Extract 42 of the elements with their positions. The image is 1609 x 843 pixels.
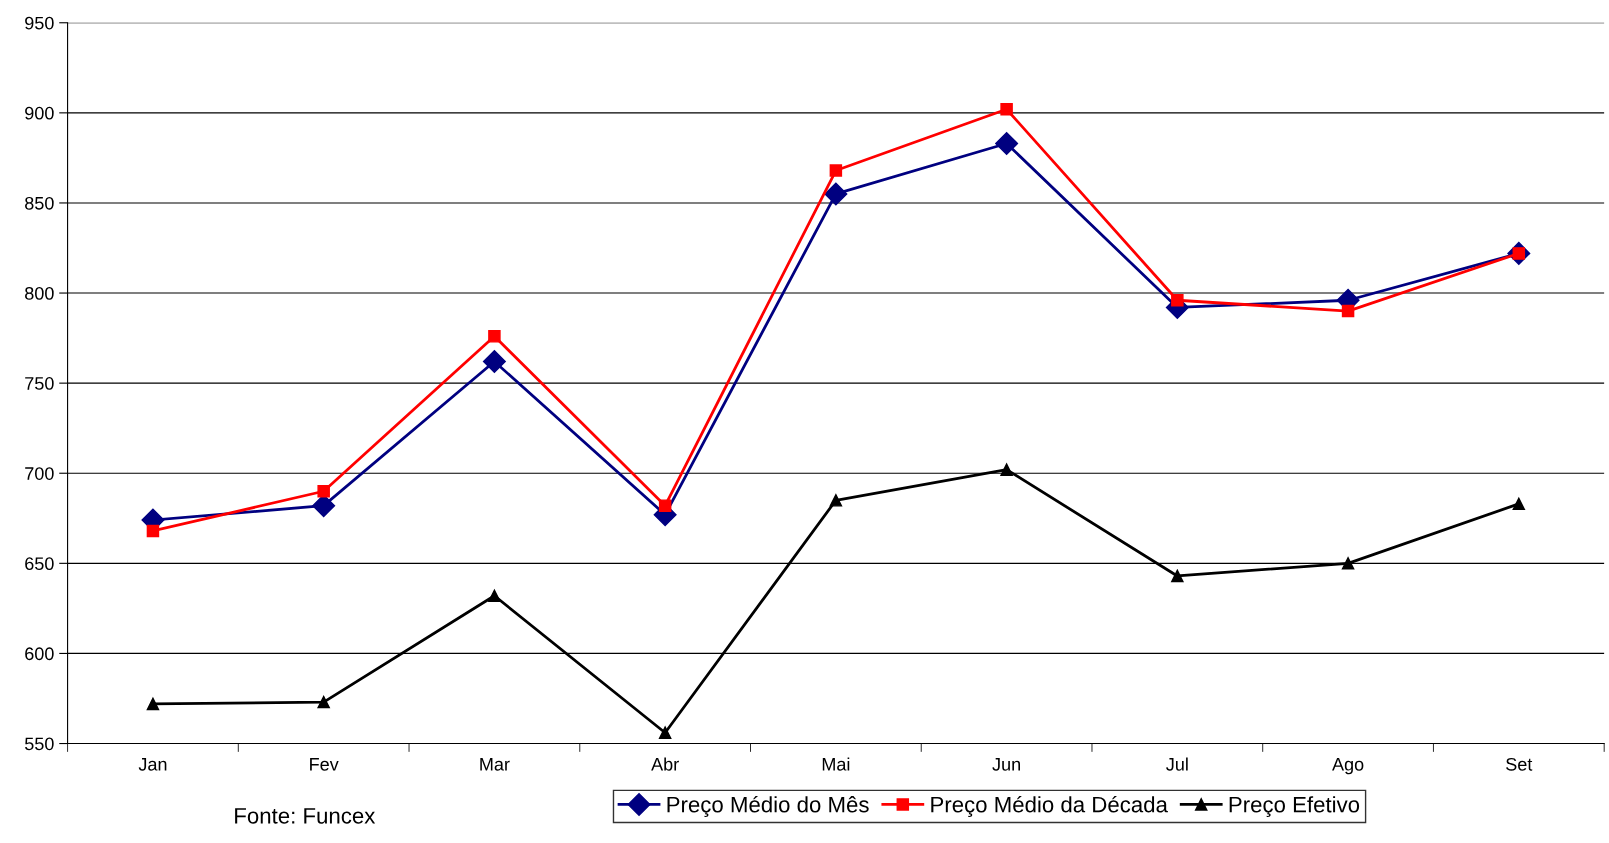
point	[488, 330, 501, 343]
source-note: Fonte: Funcex	[235, 808, 376, 824]
y-tick-label: 600	[25, 647, 54, 661]
point	[1171, 294, 1184, 307]
x-tick-label: Ago	[1332, 758, 1364, 775]
y-tick-label: 900	[25, 106, 54, 120]
legend-label: Preço Médio do Mês	[667, 795, 869, 817]
point	[1000, 463, 1013, 476]
point	[658, 499, 672, 512]
point	[1341, 304, 1355, 318]
point	[488, 589, 501, 603]
y-tick-label: 700	[25, 467, 54, 480]
x-tick-label: Abr	[651, 757, 679, 771]
x-tick-label: Jan	[138, 758, 167, 771]
y-tick-label: 850	[25, 196, 54, 210]
point	[995, 131, 1019, 155]
point	[829, 494, 843, 507]
legend-label: Preço Médio da Década	[931, 795, 1168, 817]
point	[1171, 569, 1184, 583]
x-tick-label: Mar	[480, 758, 510, 771]
point	[1512, 497, 1526, 511]
x-tick-label: Jun	[992, 758, 1020, 771]
point	[824, 182, 848, 206]
y-tick-label: 750	[25, 377, 54, 390]
y-tick-label: 550	[24, 737, 54, 751]
point	[658, 726, 672, 739]
x-tick-label: Jul	[1166, 757, 1188, 771]
x-tick-label: Mai	[822, 757, 850, 771]
point	[1341, 557, 1355, 570]
legend-label: Preço Efetivo	[1229, 796, 1360, 817]
point	[317, 695, 330, 709]
x-tick-label: Set	[1506, 757, 1533, 771]
x-tick-label: Fev	[310, 758, 339, 771]
point	[146, 697, 160, 711]
point	[146, 524, 160, 538]
point	[1000, 103, 1013, 116]
y-tick-label: 950	[25, 16, 54, 30]
y-tick-label: 800	[25, 286, 54, 300]
point	[317, 485, 330, 498]
point	[482, 350, 506, 374]
point	[829, 164, 843, 177]
y-tick-label: 650	[25, 557, 54, 571]
